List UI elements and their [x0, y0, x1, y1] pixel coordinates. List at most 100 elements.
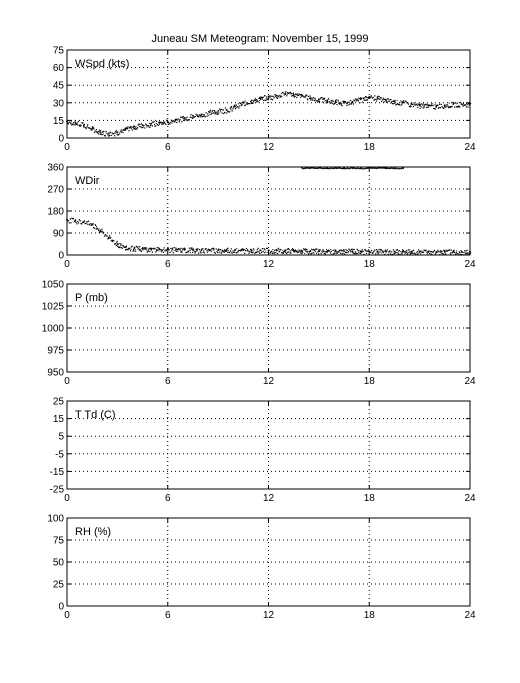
data-point	[79, 124, 81, 126]
data-point	[235, 104, 237, 106]
y-tick-label: 25	[53, 397, 65, 408]
data-point	[216, 112, 218, 114]
data-point	[152, 247, 154, 250]
data-point	[292, 92, 295, 94]
data-point	[328, 168, 331, 170]
data-point	[113, 240, 115, 242]
data-point	[168, 122, 170, 124]
data-point	[254, 252, 256, 254]
data-point	[195, 251, 197, 253]
data-point	[291, 249, 293, 251]
data-point	[366, 250, 368, 252]
data-point	[359, 168, 361, 170]
y-tick-label: 15	[53, 116, 65, 127]
data-point	[229, 111, 231, 113]
data-point	[99, 231, 101, 233]
data-point	[276, 97, 279, 99]
data-point	[99, 229, 102, 232]
data-point	[235, 252, 237, 254]
data-point	[354, 98, 357, 100]
data-point	[427, 104, 429, 107]
y-tick-label: 15	[53, 414, 65, 425]
data-point	[401, 252, 403, 254]
data-point	[231, 252, 233, 254]
data-point	[393, 250, 396, 253]
data-point	[269, 252, 271, 254]
data-point	[81, 122, 83, 124]
data-point	[373, 99, 375, 102]
data-point	[192, 117, 194, 120]
data-point	[105, 131, 107, 133]
data-point	[227, 247, 229, 249]
data-point	[381, 167, 383, 169]
data-point	[190, 247, 192, 249]
data-point	[267, 251, 269, 254]
data-point	[152, 122, 154, 124]
data-point	[327, 167, 330, 170]
data-point	[338, 102, 340, 104]
data-point	[138, 248, 140, 250]
data-point	[148, 122, 150, 124]
data-point	[214, 112, 216, 114]
data-point	[135, 128, 138, 130]
data-point	[317, 249, 320, 252]
data-point	[131, 126, 133, 128]
data-point	[138, 246, 140, 248]
data-point	[166, 120, 169, 123]
data-point	[339, 250, 341, 252]
data-point	[323, 97, 325, 100]
data-point	[351, 100, 354, 103]
data-point	[433, 249, 436, 252]
data-point	[328, 250, 331, 252]
data-point	[418, 250, 421, 253]
data-point	[78, 219, 80, 221]
data-point	[92, 126, 94, 128]
x-tick-label: 24	[464, 610, 476, 621]
data-point	[413, 102, 415, 104]
data-point	[118, 134, 120, 136]
x-tick-label: 18	[364, 493, 376, 504]
data-point	[443, 105, 445, 107]
data-point	[450, 249, 452, 251]
data-point	[319, 98, 321, 100]
data-point	[463, 251, 465, 254]
data-point	[274, 96, 276, 98]
data-point	[145, 247, 148, 249]
data-point	[333, 103, 335, 105]
data-point	[317, 166, 320, 169]
data-point	[431, 251, 433, 253]
data-point	[428, 250, 430, 252]
data-point	[183, 119, 185, 121]
data-point	[119, 244, 122, 246]
data-point	[453, 249, 455, 251]
data-point	[150, 249, 153, 251]
data-point	[311, 167, 313, 169]
data-point	[222, 250, 224, 253]
data-point	[431, 254, 433, 256]
data-point	[196, 115, 198, 117]
data-point	[131, 245, 133, 247]
data-point	[96, 226, 98, 228]
data-point	[278, 249, 280, 251]
data-point	[363, 167, 365, 170]
data-point	[368, 96, 371, 98]
data-point	[190, 252, 192, 254]
data-point	[155, 248, 157, 250]
data-point	[312, 99, 314, 101]
data-point	[335, 249, 337, 251]
y-tick-label: 0	[58, 251, 64, 262]
data-point	[115, 130, 117, 132]
data-point	[185, 117, 187, 119]
data-point	[190, 248, 192, 250]
data-point	[459, 101, 462, 104]
data-point	[370, 249, 373, 252]
data-point	[286, 93, 288, 95]
data-point	[396, 252, 398, 254]
data-point	[392, 249, 394, 251]
data-point	[75, 123, 77, 125]
data-point	[375, 249, 378, 251]
data-point	[103, 130, 105, 132]
data-point	[434, 253, 436, 255]
data-point	[166, 248, 169, 251]
data-point	[365, 249, 367, 251]
